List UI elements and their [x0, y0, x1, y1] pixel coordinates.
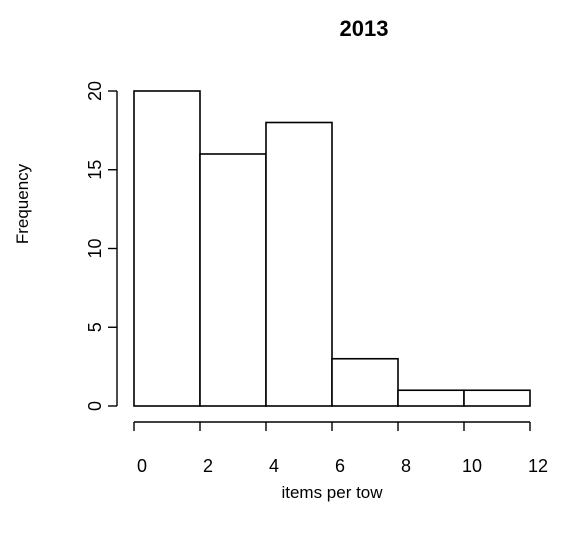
x-tick-label-6: 6 — [335, 456, 345, 476]
bars-layer — [133, 90, 531, 407]
histogram-bar-4-6 — [265, 121, 333, 407]
x-tick-label-10: 10 — [462, 456, 482, 476]
chart-title: 2013 — [340, 16, 389, 41]
histogram-bar-10-12 — [463, 389, 531, 407]
y-tick-label-0: 0 — [85, 401, 105, 411]
y-axis: 0 5 10 15 20 — [85, 81, 118, 411]
y-tick-label-15: 15 — [85, 160, 105, 180]
y-tick-label-5: 5 — [85, 322, 105, 332]
x-tick-label-0: 0 — [137, 456, 147, 476]
y-axis-label: Frequency — [13, 163, 32, 244]
y-tick-label-10: 10 — [85, 238, 105, 258]
histogram-bar-8-10 — [397, 389, 465, 407]
histogram-bar-2-4 — [199, 153, 267, 407]
x-tick-label-8: 8 — [401, 456, 411, 476]
y-tick-label-20: 20 — [85, 81, 105, 101]
histogram-bar-0-2 — [133, 90, 201, 407]
x-axis-label: items per tow — [281, 483, 383, 502]
histogram-bar-6-8 — [331, 357, 399, 407]
x-tick-label-2: 2 — [203, 456, 213, 476]
x-axis: 0 2 4 6 8 10 12 — [133, 421, 548, 476]
x-tick-label-4: 4 — [269, 456, 279, 476]
x-tick-label-12: 12 — [528, 456, 548, 476]
